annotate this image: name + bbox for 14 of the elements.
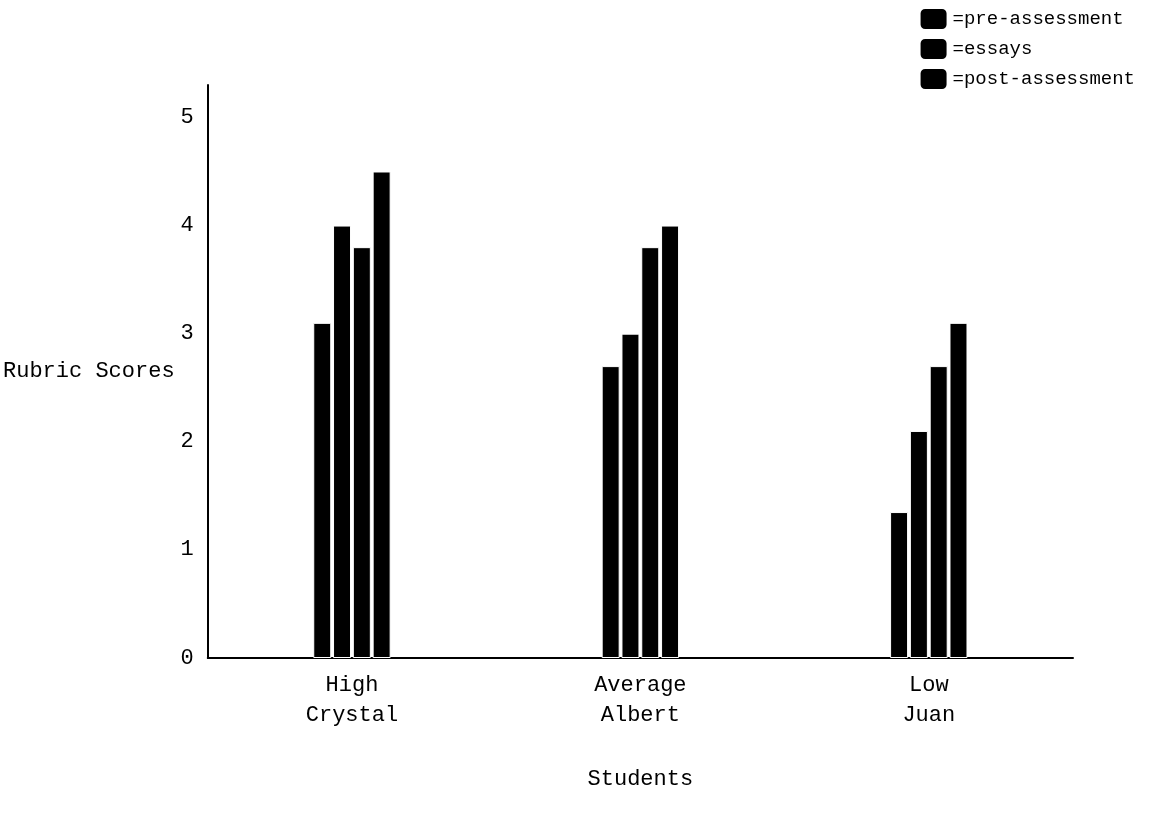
y-tick-label: 1 — [180, 537, 194, 563]
y-tick-label: 4 — [180, 213, 194, 239]
y-tick-label: 3 — [180, 321, 194, 347]
legend-label: =post-assessment — [952, 68, 1136, 90]
y-axis-title: Rubric Scores — [2, 359, 175, 384]
y-tick-label: 5 — [180, 104, 194, 130]
x-tick-label: Average Albert — [594, 672, 687, 728]
x-axis-title: Students — [587, 766, 694, 792]
y-tick-label: 0 — [180, 645, 194, 671]
x-tick-label: High Crystal — [305, 672, 399, 728]
legend-label: =pre-assessment — [952, 8, 1124, 30]
x-tick-label: Low Juan — [902, 672, 956, 728]
legend-label: =essays — [952, 38, 1033, 60]
y-tick-label: 2 — [180, 429, 194, 455]
